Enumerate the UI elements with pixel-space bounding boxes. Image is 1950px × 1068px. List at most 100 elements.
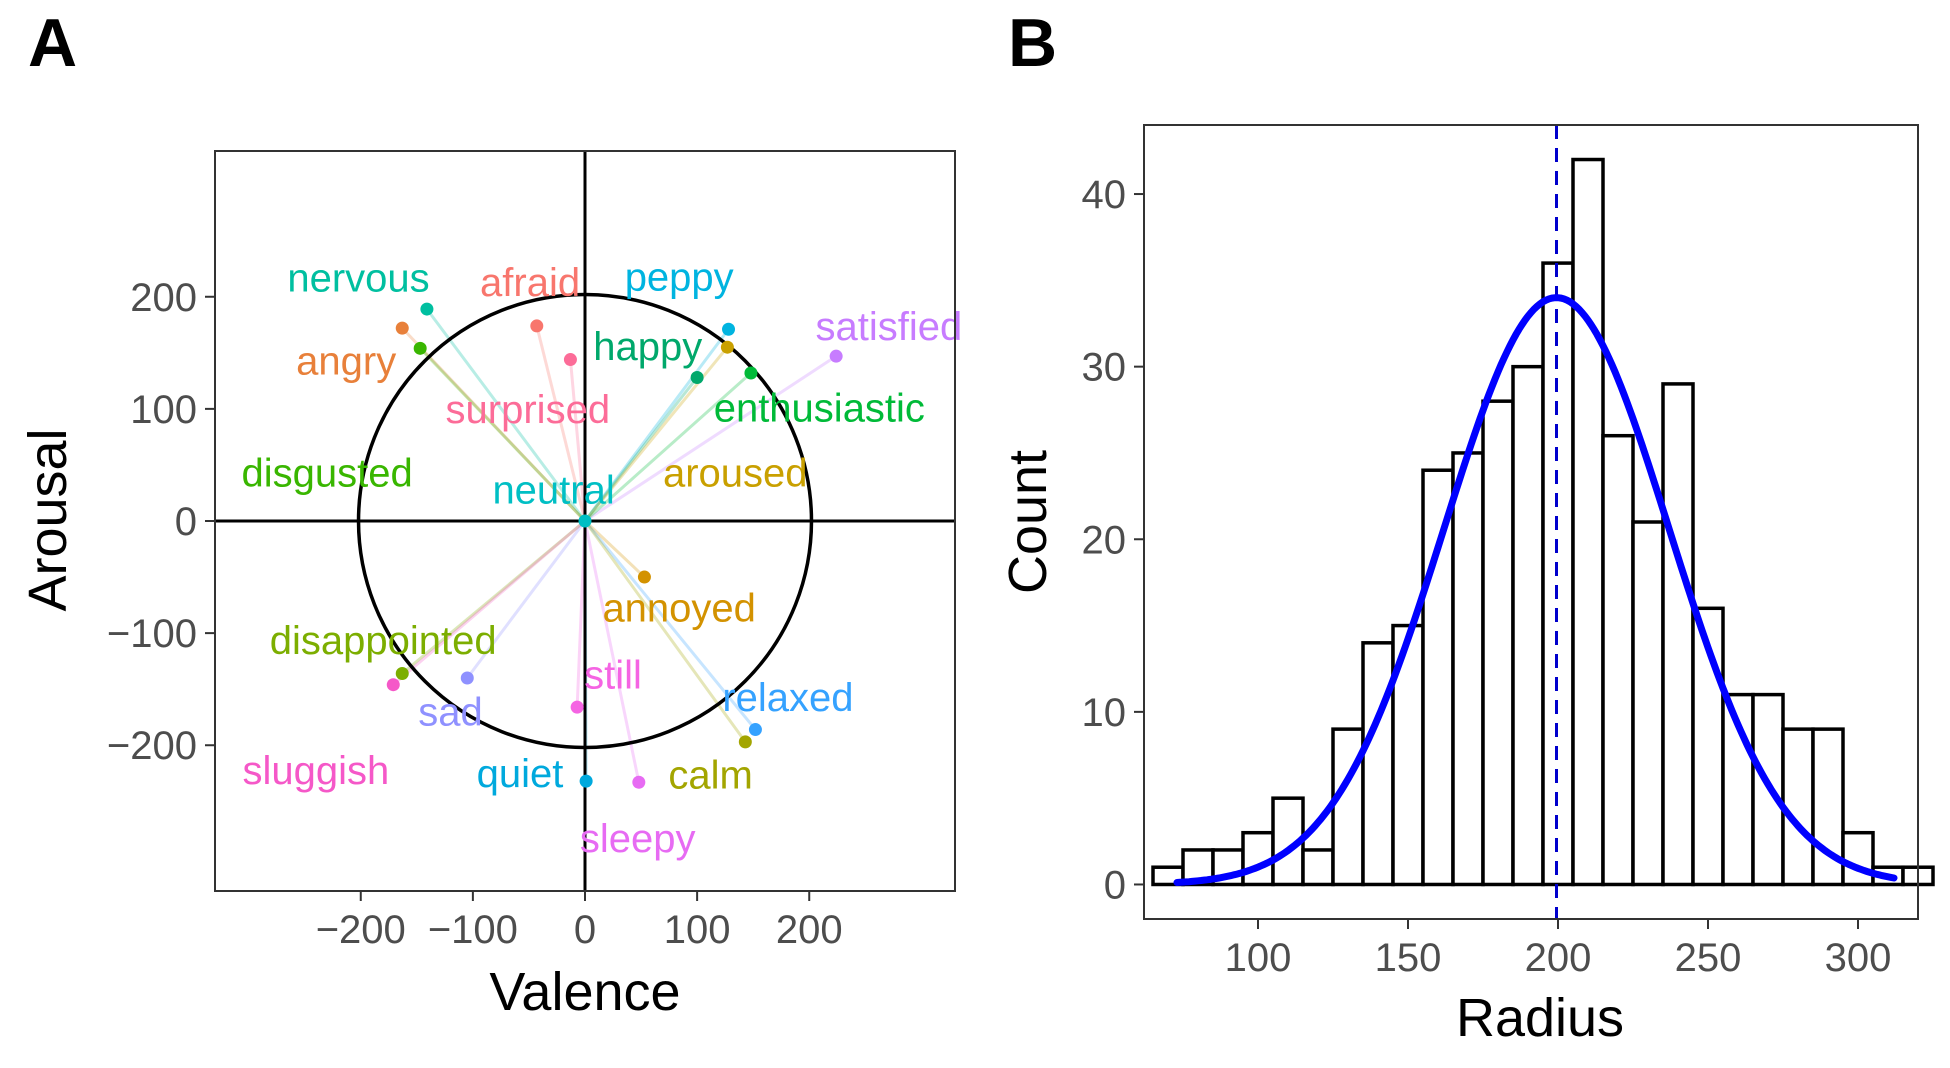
spoke-aroused	[583, 346, 729, 522]
histogram-bars	[1151, 157, 1935, 887]
histogram-bar	[1841, 830, 1875, 887]
point-disgusted	[413, 341, 427, 355]
normal-fit-curve	[1173, 294, 1898, 886]
panel-a-label: A	[28, 5, 77, 81]
spoke-relaxed	[583, 520, 757, 731]
panel-b: B 100 150 200 250 300 0 10 20 30 40 Radius Count	[998, 5, 1935, 1048]
label-still: still	[584, 654, 642, 698]
x-tick-label: 0	[574, 908, 596, 952]
label-nervous: nervous	[287, 257, 429, 301]
y-tick-label: 40	[1082, 173, 1127, 217]
x-axis-title: Valence	[489, 962, 680, 1022]
point-angry	[395, 321, 409, 335]
label-neutral: neutral	[492, 469, 614, 513]
histogram-bar	[1661, 382, 1695, 887]
x-ticks: −200 −100 0 100 200	[316, 891, 843, 952]
histogram-bar	[1241, 830, 1275, 887]
y-tick-label: 200	[130, 276, 197, 320]
spoke-enthusiastic	[584, 371, 752, 523]
histogram-bar	[1361, 641, 1395, 887]
x-tick-label: 250	[1675, 936, 1742, 980]
spoke-annoyed	[583, 519, 646, 579]
label-annoyed: annoyed	[602, 586, 755, 630]
label-aroused: aroused	[663, 452, 808, 496]
x-tick-label: 300	[1825, 936, 1892, 980]
label-sleepy: sleepy	[580, 817, 696, 861]
histogram-bar	[1451, 451, 1485, 887]
y-tick-label: −100	[107, 612, 197, 656]
histogram-bar	[1601, 433, 1635, 887]
label-sluggish: sluggish	[243, 749, 390, 793]
point-aroused	[720, 340, 734, 354]
histogram-bar	[1481, 399, 1515, 887]
histogram-bar	[1781, 727, 1815, 887]
histogram-bar	[1511, 364, 1545, 887]
y-tick-label: 20	[1082, 518, 1127, 562]
point-relaxed	[748, 723, 762, 737]
label-surprised: surprised	[446, 388, 611, 432]
panel-b-frame	[1143, 124, 1919, 920]
spoke-disappointed	[401, 519, 586, 675]
y-tick-label: 0	[1104, 863, 1126, 907]
point-afraid	[530, 319, 544, 333]
point-sleepy	[632, 775, 646, 789]
spoke-surprised	[568, 359, 587, 522]
y-axis-title: Count	[998, 450, 1058, 594]
x-axis-title: Radius	[1456, 988, 1624, 1048]
panel-b-label: B	[1008, 5, 1057, 81]
spoke-satisfied	[584, 354, 837, 523]
x-tick-label: −100	[428, 908, 518, 952]
y-tick-label: 10	[1082, 691, 1127, 735]
label-calm: calm	[668, 753, 752, 797]
spoke-sleepy	[583, 520, 641, 783]
spoke-sluggish	[392, 519, 586, 686]
y-tick-label: 30	[1082, 346, 1127, 390]
spoke-peppy	[583, 328, 730, 522]
label-enthusiastic: enthusiastic	[714, 387, 925, 431]
point-nervous	[420, 302, 434, 316]
histogram-bar	[1301, 848, 1335, 887]
y-ticks: −200 −100 0 100 200	[107, 276, 215, 768]
point-neutral	[578, 514, 592, 528]
panel-a: A nervous afraid peppy satisfied angry happy s…	[18, 5, 962, 1022]
histogram-bar	[1631, 520, 1665, 887]
point-sad	[460, 671, 474, 685]
x-ticks: 100 150 200 250 300	[1225, 919, 1892, 980]
y-axis-title: Arousal	[18, 428, 78, 611]
point-happy	[690, 370, 704, 384]
point-still	[570, 700, 584, 714]
spoke-sad	[466, 520, 587, 679]
spoke-angry	[401, 327, 587, 523]
point-disappointed	[395, 666, 409, 680]
spoke-afraid	[535, 325, 587, 522]
label-disappointed: disappointed	[270, 619, 497, 663]
emotion-points	[386, 302, 843, 789]
point-peppy	[722, 322, 736, 336]
spoke-happy	[583, 376, 699, 522]
y-tick-label: 0	[175, 500, 197, 544]
histogram-bar	[1421, 468, 1455, 887]
emotion-labels: nervous afraid peppy satisfied angry happy sur…	[242, 256, 963, 862]
x-tick-label: −200	[316, 908, 406, 952]
point-satisfied	[829, 349, 843, 363]
y-ticks: 0 10 20 30 40	[1082, 173, 1144, 907]
label-afraid: afraid	[480, 261, 580, 305]
spoke-nervous	[425, 308, 587, 522]
label-satisfied: satisfied	[815, 305, 962, 349]
label-peppy: peppy	[625, 256, 734, 300]
label-angry: angry	[296, 340, 396, 384]
label-relaxed: relaxed	[722, 676, 853, 720]
point-enthusiastic	[744, 366, 758, 380]
point-surprised	[563, 353, 577, 367]
label-happy: happy	[593, 325, 702, 369]
point-sluggish	[386, 678, 400, 692]
label-quiet: quiet	[477, 752, 564, 796]
x-tick-label: 200	[1525, 936, 1592, 980]
label-disgusted: disgusted	[242, 452, 413, 496]
point-calm	[738, 735, 752, 749]
spoke-disgusted	[419, 347, 587, 523]
histogram-bar	[1571, 157, 1605, 887]
label-sad: sad	[418, 691, 483, 735]
point-annoyed	[637, 570, 651, 584]
